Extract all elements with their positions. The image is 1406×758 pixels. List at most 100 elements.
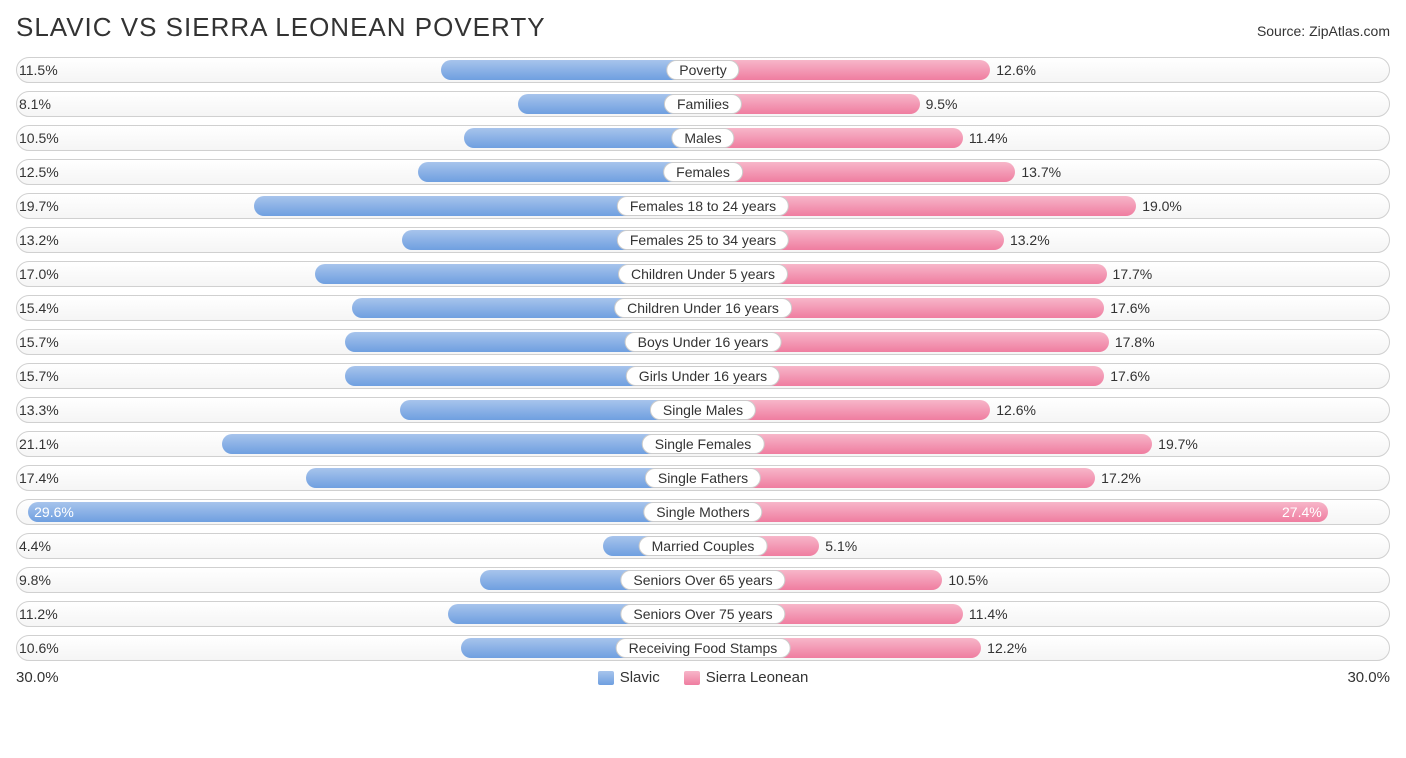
category-label: Females 18 to 24 years	[617, 196, 789, 216]
bar-slavic: 11.2%	[19, 604, 703, 624]
bar-value-slavic: 17.0%	[19, 264, 315, 284]
bar-slavic: 15.4%	[19, 298, 703, 318]
bar-value-sierra-leonean: 10.5%	[942, 570, 1387, 590]
chart-row: 17.4% 17.2% Single Fathers	[16, 465, 1390, 491]
bar-value-slavic: 13.3%	[19, 400, 400, 420]
chart-source: Source: ZipAtlas.com	[1257, 23, 1390, 39]
category-label: Single Males	[650, 400, 756, 420]
bar-sierra-leonean: 17.7%	[703, 264, 1387, 284]
chart-row: 29.6%27.4%Single Mothers	[16, 499, 1390, 525]
chart-row: 11.2% 11.4% Seniors Over 75 years	[16, 601, 1390, 627]
chart-row: 21.1% 19.7% Single Females	[16, 431, 1390, 457]
axis-max-left: 30.0%	[16, 669, 59, 686]
category-label: Seniors Over 65 years	[620, 570, 785, 590]
bar-value-sierra-leonean: 17.7%	[1107, 264, 1387, 284]
bar-sierra-leonean: 19.0%	[703, 196, 1387, 216]
bar-value-slavic: 10.6%	[19, 638, 461, 658]
bar-value-sierra-leonean: 11.4%	[963, 128, 1387, 148]
bar-value-slavic: 13.2%	[19, 230, 402, 250]
bar-sierra-leonean: 9.5%	[703, 94, 1387, 114]
bar-sierra-leonean: 12.6%	[703, 400, 1387, 420]
chart-row: 10.6% 12.2%Receiving Food Stamps	[16, 635, 1390, 661]
category-label: Females 25 to 34 years	[617, 230, 789, 250]
bar-slavic: 9.8%	[19, 570, 703, 590]
bar-slavic: 15.7%	[19, 366, 703, 386]
bar-value-sierra-leonean: 19.7%	[1152, 434, 1387, 454]
chart-header: SLAVIC VS SIERRA LEONEAN POVERTY Source:…	[16, 12, 1390, 43]
bar-value-sierra-leonean: 17.2%	[1095, 468, 1387, 488]
bar-value-slavic: 11.5%	[19, 60, 441, 80]
bar-value-sierra-leonean: 17.6%	[1104, 366, 1387, 386]
chart-row: 17.0%17.7%Children Under 5 years	[16, 261, 1390, 287]
bar-value-slavic: 4.4%	[19, 536, 603, 556]
legend-label-slavic: Slavic	[620, 669, 660, 686]
source-link[interactable]: ZipAtlas.com	[1309, 23, 1390, 39]
bar-value-slavic: 21.1%	[19, 434, 222, 454]
category-label: Females	[663, 162, 743, 182]
bar-value-sierra-leonean: 12.6%	[990, 60, 1387, 80]
diverging-bar-chart: 11.5% 12.6% Poverty 8.1% 9.5%Families 10.5% 11…	[16, 57, 1390, 661]
chart-row: 12.5%13.7%Females	[16, 159, 1390, 185]
category-label: Families	[664, 94, 742, 114]
bar-value-sierra-leonean: 12.6%	[990, 400, 1387, 420]
bar-slavic: 19.7%	[19, 196, 703, 216]
bar-value-sierra-leonean: 13.2%	[1004, 230, 1387, 250]
category-label: Seniors Over 75 years	[620, 604, 785, 624]
chart-row: 13.2% 13.2% Females 25 to 34 years	[16, 227, 1390, 253]
bar-sierra-leonean: 17.2%	[703, 468, 1387, 488]
category-label: Children Under 16 years	[614, 298, 792, 318]
bar-sierra-leonean: 11.4%	[703, 128, 1387, 148]
chart-row: 13.3% 12.6% Single Males	[16, 397, 1390, 423]
bar-slavic: 12.5%	[19, 162, 703, 182]
category-label: Boys Under 16 years	[625, 332, 782, 352]
legend: Slavic Sierra Leonean	[598, 669, 809, 686]
category-label: Poverty	[666, 60, 739, 80]
legend-item-sierra-leonean: Sierra Leonean	[684, 669, 809, 686]
chart-row: 15.7% 17.6% Girls Under 16 years	[16, 363, 1390, 389]
chart-row: 9.8% 10.5% Seniors Over 65 years	[16, 567, 1390, 593]
chart-row: 10.5% 11.4% Males	[16, 125, 1390, 151]
bar-sierra-leonean: 11.4%	[703, 604, 1387, 624]
bar-sierra-leonean: 17.6%	[703, 366, 1387, 386]
bar-value-slavic: 9.8%	[19, 570, 480, 590]
bar-value-sierra-leonean: 11.4%	[963, 604, 1387, 624]
bar-slavic: 11.5%	[19, 60, 703, 80]
bar-value-sierra-leonean: 5.1%	[819, 536, 1387, 556]
axis-max-right: 30.0%	[1347, 669, 1390, 686]
source-prefix: Source:	[1257, 23, 1309, 39]
bar-sierra-leonean: 13.7%	[703, 162, 1387, 182]
bar-slavic: 17.0%	[19, 264, 703, 284]
chart-footer: 30.0% Slavic Sierra Leonean 30.0%	[16, 669, 1390, 686]
bar-sierra-leonean: 17.6%	[703, 298, 1387, 318]
chart-row: 15.7% 17.8% Boys Under 16 years	[16, 329, 1390, 355]
chart-row: 4.4%5.1%Married Couples	[16, 533, 1390, 559]
bar-value-slavic: 15.7%	[19, 366, 345, 386]
legend-item-slavic: Slavic	[598, 669, 660, 686]
bar-value-slavic: 10.5%	[19, 128, 464, 148]
bar-slavic: 13.3%	[19, 400, 703, 420]
category-label: Girls Under 16 years	[626, 366, 780, 386]
bar-slavic: 4.4%	[19, 536, 703, 556]
bar-sierra-leonean: 12.6%	[703, 60, 1387, 80]
bar-slavic: 13.2%	[19, 230, 703, 250]
bar-value-sierra-leonean: 17.8%	[1109, 332, 1387, 352]
chart-row: 19.7%19.0%Females 18 to 24 years	[16, 193, 1390, 219]
bar-sierra-leonean: 12.2%	[703, 638, 1387, 658]
bar-slavic: 21.1%	[19, 434, 703, 454]
chart-row: 8.1% 9.5%Families	[16, 91, 1390, 117]
bar-slavic: 15.7%	[19, 332, 703, 352]
legend-swatch-sierra-leonean	[684, 671, 700, 685]
category-label: Males	[671, 128, 734, 148]
bar-slavic: 10.6%	[19, 638, 703, 658]
bar-slavic: 8.1%	[19, 94, 703, 114]
category-label: Single Mothers	[643, 502, 762, 522]
bar-value-slavic: 15.4%	[19, 298, 352, 318]
bar-value-slavic: 17.4%	[19, 468, 306, 488]
category-label: Receiving Food Stamps	[616, 638, 791, 658]
category-label: Single Fathers	[645, 468, 761, 488]
bar-sierra-leonean: 17.8%	[703, 332, 1387, 352]
chart-row: 15.4% 17.6%Children Under 16 years	[16, 295, 1390, 321]
category-label: Single Females	[642, 434, 765, 454]
chart-row: 11.5% 12.6% Poverty	[16, 57, 1390, 83]
bar-value-slavic: 8.1%	[19, 94, 518, 114]
